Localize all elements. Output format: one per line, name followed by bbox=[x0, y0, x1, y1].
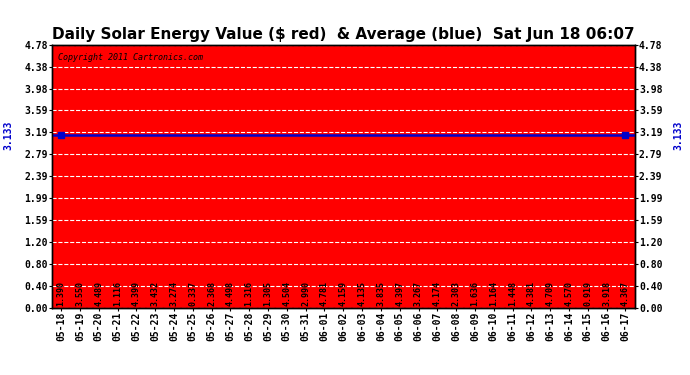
Text: 3.133: 3.133 bbox=[673, 121, 684, 150]
Text: 4.570: 4.570 bbox=[564, 281, 573, 306]
Text: 1.305: 1.305 bbox=[264, 281, 273, 306]
Bar bbox=[52, 231, 70, 308]
Text: 4.504: 4.504 bbox=[282, 281, 291, 306]
Text: 4.174: 4.174 bbox=[433, 281, 442, 306]
Text: 4.709: 4.709 bbox=[546, 281, 555, 306]
Bar bbox=[316, 45, 333, 308]
Bar bbox=[278, 60, 295, 308]
Text: 1.164: 1.164 bbox=[489, 281, 498, 306]
Text: 4.781: 4.781 bbox=[320, 281, 329, 306]
Bar bbox=[353, 80, 371, 308]
Bar bbox=[241, 235, 258, 308]
Bar bbox=[428, 78, 446, 308]
Bar bbox=[598, 92, 615, 308]
Text: 1.448: 1.448 bbox=[508, 281, 517, 306]
Text: 1.636: 1.636 bbox=[471, 281, 480, 306]
Text: 3.274: 3.274 bbox=[170, 281, 179, 306]
Text: 4.397: 4.397 bbox=[395, 281, 404, 306]
Text: 3.550: 3.550 bbox=[75, 281, 84, 306]
Bar bbox=[410, 128, 427, 308]
Text: 0.337: 0.337 bbox=[188, 281, 197, 306]
Text: 0.919: 0.919 bbox=[583, 281, 592, 306]
Text: 4.498: 4.498 bbox=[226, 281, 235, 306]
Text: Copyright 2011 Cartronics.com: Copyright 2011 Cartronics.com bbox=[57, 53, 203, 62]
Bar bbox=[466, 217, 484, 308]
Text: 1.116: 1.116 bbox=[113, 281, 122, 306]
Text: 2.990: 2.990 bbox=[301, 281, 310, 306]
Text: 2.368: 2.368 bbox=[207, 281, 216, 306]
Bar bbox=[617, 68, 634, 308]
Bar bbox=[504, 228, 521, 308]
Bar bbox=[391, 66, 408, 308]
Text: 3.267: 3.267 bbox=[414, 281, 423, 306]
Bar bbox=[166, 128, 183, 308]
Bar bbox=[184, 289, 201, 308]
Bar bbox=[259, 236, 277, 308]
Bar bbox=[128, 66, 145, 308]
Bar bbox=[542, 49, 559, 308]
Text: 4.381: 4.381 bbox=[527, 281, 536, 306]
Bar bbox=[485, 244, 502, 308]
Text: 3.133: 3.133 bbox=[3, 121, 13, 150]
Text: 3.918: 3.918 bbox=[602, 281, 611, 306]
Text: 3.835: 3.835 bbox=[376, 281, 386, 306]
Text: 4.399: 4.399 bbox=[132, 281, 141, 306]
Bar bbox=[448, 181, 465, 308]
Text: 2.303: 2.303 bbox=[452, 281, 461, 306]
Bar bbox=[90, 61, 108, 308]
Bar bbox=[579, 257, 596, 307]
Text: 3.432: 3.432 bbox=[150, 281, 159, 306]
Bar bbox=[109, 246, 126, 308]
Text: 4.159: 4.159 bbox=[339, 281, 348, 306]
Bar bbox=[203, 177, 220, 308]
Bar bbox=[560, 57, 578, 308]
Bar bbox=[297, 143, 315, 308]
Title: Daily Solar Energy Value ($ red)  & Average (blue)  Sat Jun 18 06:07: Daily Solar Energy Value ($ red) & Avera… bbox=[52, 27, 635, 42]
Text: 4.135: 4.135 bbox=[357, 281, 366, 306]
Text: 4.489: 4.489 bbox=[95, 281, 103, 306]
Bar bbox=[372, 97, 390, 308]
Text: 1.316: 1.316 bbox=[245, 281, 254, 306]
Bar bbox=[71, 112, 88, 308]
Text: 1.390: 1.390 bbox=[57, 281, 66, 306]
Text: 4.367: 4.367 bbox=[621, 281, 630, 306]
Bar bbox=[221, 60, 239, 308]
Bar bbox=[146, 119, 164, 308]
Bar bbox=[523, 67, 540, 308]
Bar bbox=[335, 79, 352, 308]
